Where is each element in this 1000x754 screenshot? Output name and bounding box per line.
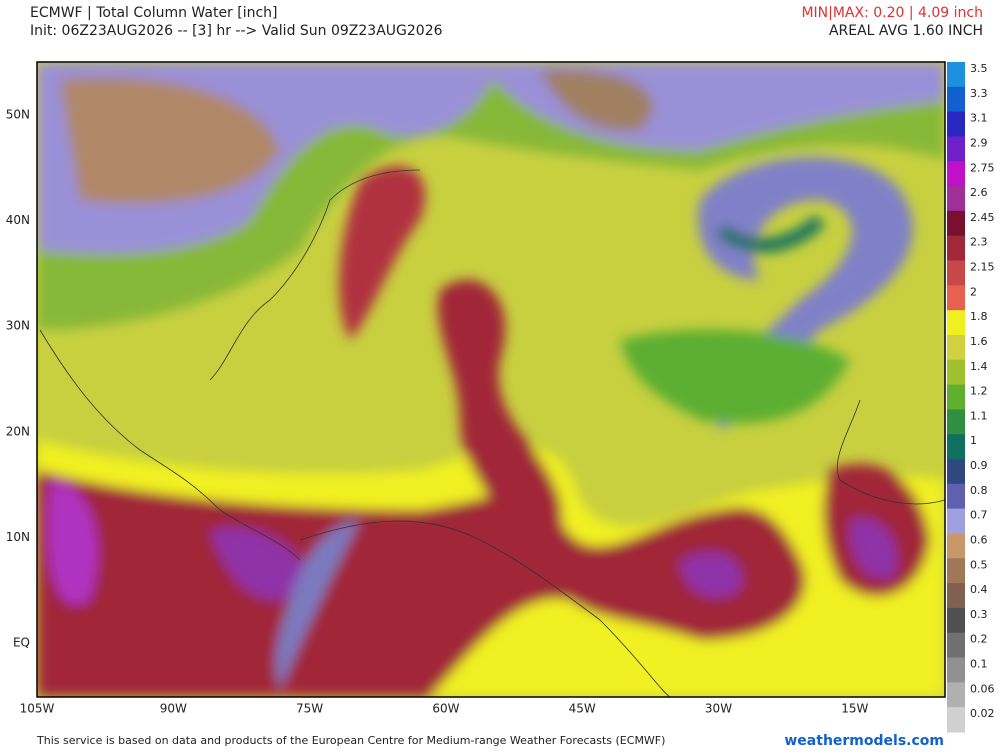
coast-central-america (39, 329, 301, 561)
colorbar-label: 0.7 (970, 509, 988, 522)
colorbar-label: 0.2 (970, 633, 988, 646)
colorbar-label: 0.6 (970, 533, 988, 546)
colorbar-cell (947, 533, 965, 559)
colorbar-label: 2.15 (970, 261, 995, 274)
colorbar-cell (947, 483, 965, 510)
map-field (37, 62, 945, 697)
colorbar-cell (947, 86, 965, 113)
lon-label: 45W (569, 702, 596, 716)
colorbar-cell (947, 459, 965, 485)
colorbar-cell (947, 434, 965, 460)
colorbar-label: 2.6 (970, 186, 988, 199)
colorbar-cell (947, 334, 965, 361)
coastlines (39, 169, 945, 697)
moist-streak (339, 165, 426, 340)
lon-label: 15W (841, 702, 868, 716)
map-frame (36, 61, 946, 698)
lat-label: 30N (6, 319, 30, 333)
min-max: MIN|MAX: 0.20 | 4.09 inch (801, 5, 983, 21)
colorbar-cell (947, 707, 965, 733)
colorbar-label: 0.5 (970, 558, 988, 571)
colorbar-label: 3.5 (970, 62, 988, 75)
colorbar-cell (947, 682, 965, 708)
colorbar-cell (947, 285, 965, 311)
colorbar: 3.5 3.3 3.1 2.9 2.75 2.6 2.45 2.3 2.15 2 1.8 1.6 1.4… (947, 62, 995, 733)
lat-label: 50N (6, 108, 30, 122)
colorbar-cell (947, 409, 965, 435)
colorbar-cell (947, 186, 965, 212)
colorbar-label: 1.2 (970, 385, 988, 398)
very-moist-west (47, 480, 98, 605)
lon-label: 105W (20, 702, 55, 716)
lat-label: 40N (6, 213, 30, 227)
axis-labels: 50N 40N 30N 20N 10N EQ 105W 90W 75W 60W 45W 30W 15W (6, 108, 869, 716)
colorbar-cell (947, 508, 965, 534)
very-moist-central (210, 527, 310, 601)
lat-label: 10N (6, 530, 30, 544)
colorbar-label: 0.3 (970, 608, 988, 621)
colorbar-label: 1.4 (970, 360, 988, 373)
colorbar-label: 2.45 (970, 211, 995, 224)
coast-south-america (299, 520, 671, 697)
very-moist-east (680, 551, 742, 599)
colorbar-cell (947, 161, 965, 187)
andes-dry (275, 520, 360, 690)
moist-plume (437, 279, 562, 577)
colorbar-cell (947, 111, 965, 137)
colorbar-label: 3.3 (970, 87, 988, 100)
coast-us-east (209, 169, 421, 381)
colorbar-cell (947, 62, 965, 88)
moist-green (620, 329, 850, 424)
colorbar-cell (947, 583, 965, 609)
colorbar-label: 0.4 (970, 583, 988, 596)
colorbar-cell (947, 359, 965, 386)
credit: This service is based on data and produc… (36, 734, 665, 747)
moist-band (37, 470, 806, 697)
dry-core-north (540, 69, 653, 131)
colorbar-cell (947, 657, 965, 683)
colorbar-label: 1.1 (970, 409, 988, 422)
colorbar-label: 0.9 (970, 459, 988, 472)
colorbar-label: 0.06 (970, 682, 995, 695)
lat-label: 20N (6, 424, 30, 438)
colorbar-label: 0.1 (970, 658, 988, 671)
colorbar-label: 2 (970, 285, 977, 298)
very-moist-africa (849, 518, 898, 579)
colorbar-label: 0.02 (970, 707, 995, 720)
init-time: Init: 06Z23AUG2026 -- [3] hr --> Valid S… (30, 23, 443, 39)
title: ECMWF | Total Column Water [inch] (30, 5, 278, 21)
lat-label: EQ (13, 636, 30, 650)
colorbar-label: 2.3 (970, 236, 988, 249)
colorbar-label: 2.9 (970, 136, 988, 149)
colorbar-cell (947, 384, 965, 410)
swirl-core (715, 214, 825, 253)
colorbar-cell (947, 210, 965, 237)
colorbar-cell (947, 607, 965, 634)
colorbar-cell (947, 136, 965, 162)
coast-africa (836, 399, 945, 505)
colorbar-cell (947, 558, 965, 584)
lon-label: 30W (705, 702, 732, 716)
colorbar-cell (947, 310, 965, 336)
colorbar-label: 3.1 (970, 112, 988, 125)
colorbar-label: 1.6 (970, 335, 988, 348)
dry-core (60, 77, 280, 204)
colorbar-label: 2.75 (970, 161, 995, 174)
colorbar-label: 1.8 (970, 310, 988, 323)
lon-label: 60W (432, 702, 459, 716)
site-link[interactable]: weathermodels.com (784, 733, 944, 749)
lon-label: 90W (160, 702, 187, 716)
colorbar-label: 0.8 (970, 484, 988, 497)
lon-label: 75W (296, 702, 323, 716)
colorbar-label: 1 (970, 434, 977, 447)
colorbar-cell (947, 632, 965, 659)
areal-average: AREAL AVG 1.60 INCH (829, 23, 983, 39)
colorbar-cell (947, 235, 965, 262)
colorbar-cell (947, 260, 965, 286)
